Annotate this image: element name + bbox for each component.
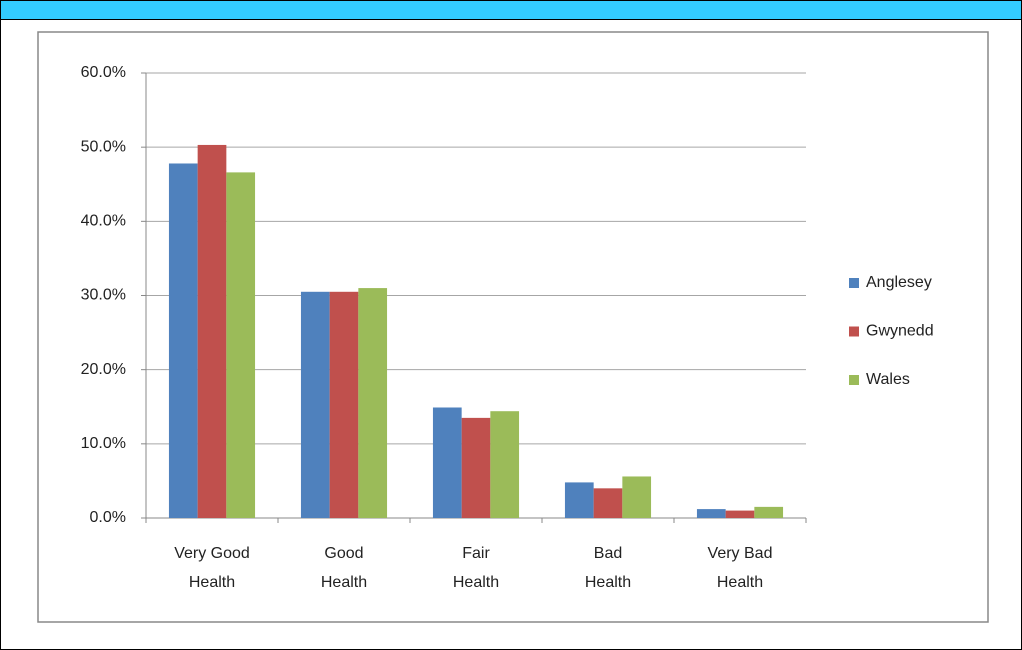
bar [329, 291, 359, 518]
legend-swatch [849, 326, 859, 337]
bar [461, 417, 491, 518]
bar [593, 488, 623, 518]
bar [725, 510, 755, 518]
bar [622, 476, 652, 518]
x-tick-label: Bad Health [585, 545, 631, 591]
x-tick-label-line: Fair [462, 545, 490, 562]
y-tick-label: 50.0% [81, 138, 126, 155]
legend-swatch [849, 375, 859, 385]
bar [432, 407, 462, 518]
bar [490, 411, 520, 518]
x-tick-label-line: Very Good [174, 545, 250, 562]
legend-label: Gwynedd [866, 323, 934, 340]
bar [696, 509, 726, 518]
bar [564, 482, 594, 518]
x-tick-label-line: Bad [594, 545, 622, 562]
legend-label: Anglesey [866, 274, 932, 291]
x-tick-label: Fair Health [453, 545, 499, 591]
x-tick-label: Good Health [321, 545, 367, 591]
x-tick-label-line: Health [585, 574, 631, 591]
bar [358, 288, 388, 518]
y-tick-label: 40.0% [81, 213, 126, 230]
y-tick-label: 30.0% [81, 287, 126, 304]
x-tick-label-line: Health [453, 574, 499, 591]
x-tick-label-line: Health [717, 574, 763, 591]
legend-label: Wales [866, 371, 910, 388]
x-tick-label-line: Health [189, 574, 235, 591]
y-tick-label: 10.0% [81, 435, 126, 452]
x-tick-label: Very Bad Health [708, 545, 773, 591]
bar [300, 291, 330, 518]
header-bar [1, 1, 1021, 20]
x-tick-label: Very Good Health [174, 545, 250, 591]
x-tick-label-line: Health [321, 574, 367, 591]
legend-swatch [849, 278, 859, 288]
y-tick-label: 20.0% [81, 361, 126, 378]
bar [197, 144, 227, 519]
x-tick-label-line: Very Bad [708, 545, 773, 562]
bar [226, 172, 256, 518]
bar [168, 163, 198, 518]
x-tick-label-line: Good [324, 545, 363, 562]
y-tick-label: 60.0% [81, 64, 126, 81]
bar [754, 506, 784, 518]
y-tick-label: 0.0% [90, 509, 126, 526]
